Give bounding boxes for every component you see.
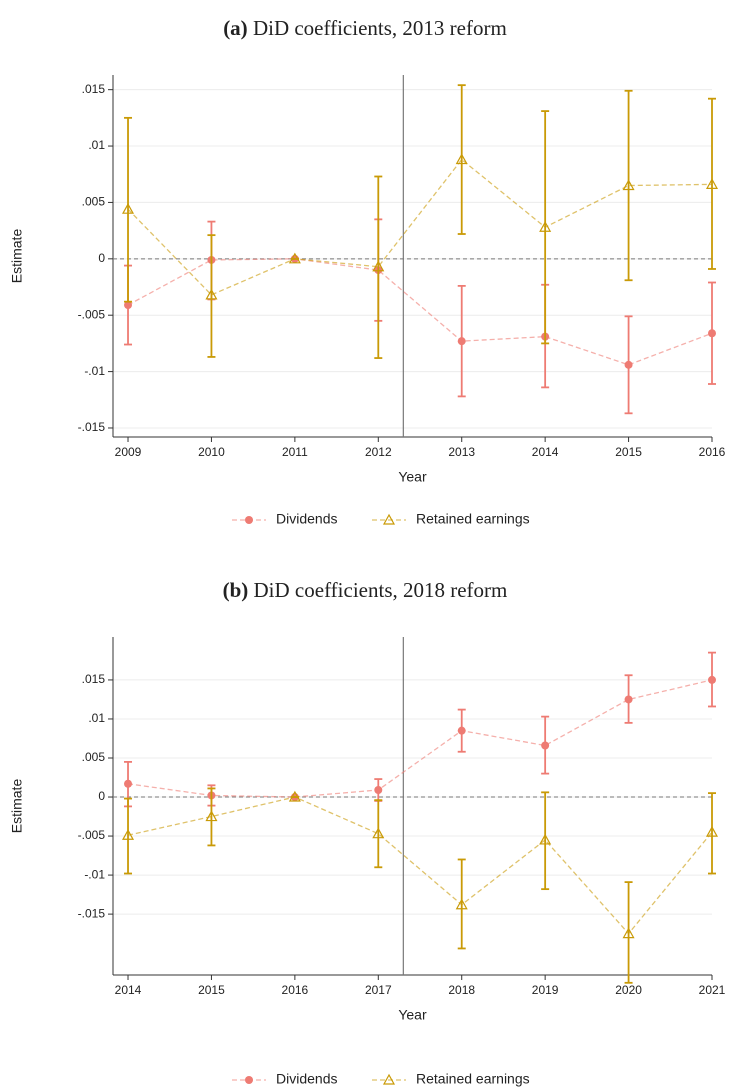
series-line [127,796,713,935]
error-bar [207,234,216,358]
error-bar [374,799,383,869]
y-tick-label: .005 [82,750,106,764]
panel-label: (b) [223,578,249,602]
error-bar [124,797,133,875]
point [622,927,635,939]
y-tick-label: .015 [82,82,106,96]
series-line [127,158,713,296]
y-tick-label: .015 [82,672,106,686]
panel-title: (b) DiD coefficients, 2018 reform [223,578,508,602]
error-bar [541,110,550,345]
x-tick-label: 2011 [282,445,308,459]
legend-marker [382,513,396,525]
legend-marker [245,1076,253,1084]
panel-title-text: DiD coefficients, 2018 reform [254,578,508,602]
x-tick-label: 2021 [699,983,726,997]
point [541,741,550,750]
x-tick-label: 2010 [198,445,225,459]
point [288,252,301,264]
x-axis-title: Year [398,469,427,485]
error-bar [624,89,633,282]
y-tick-label: -.005 [78,828,106,842]
x-tick-label: 2020 [615,983,642,997]
y-tick-label: .01 [88,711,105,725]
point [624,360,633,369]
x-tick-label: 2016 [282,983,309,997]
point [205,288,218,300]
point [121,829,135,840]
point [372,260,385,272]
point [624,695,633,704]
point [374,785,383,794]
point [288,790,301,802]
point [124,779,133,788]
error-bar [374,175,383,359]
y-tick-label: .005 [82,195,106,209]
x-tick-label: 2017 [365,983,392,997]
point [539,221,552,232]
error-bar [124,116,133,303]
y-tick-label: -.005 [78,307,106,321]
legend-label: Retained earnings [416,1071,530,1087]
point [539,833,552,845]
series-line [127,679,713,798]
error-bar [708,97,716,270]
y-tick-label: 0 [98,251,105,265]
legend-label: Dividends [276,511,337,527]
point [705,178,719,189]
x-tick-label: 2018 [448,983,475,997]
error-bar [624,881,633,984]
y-tick-label: .01 [88,138,105,152]
x-axis-title: Year [398,1007,427,1023]
y-tick-label: -.015 [78,420,106,434]
y-tick-label: -.01 [84,364,105,378]
point [124,301,133,310]
error-bar [457,858,466,950]
legend-marker [382,1073,396,1085]
y-tick-label: -.015 [78,906,106,920]
point [372,827,385,839]
y-tick-label: -.01 [84,867,105,881]
point [457,337,466,346]
x-tick-label: 2009 [115,445,142,459]
y-tick-label: 0 [98,789,105,803]
y-axis-title: Estimate [9,779,25,834]
point [205,810,218,822]
x-tick-label: 2015 [615,445,642,459]
error-bar [708,792,716,875]
point [705,825,719,837]
panel-label: (a) [223,16,248,40]
point [457,726,466,735]
point [622,179,635,191]
legend-label: Dividends [276,1071,337,1087]
panel-title: (a) DiD coefficients, 2013 reform [223,16,507,40]
point [455,153,468,165]
x-tick-label: 2019 [532,983,559,997]
x-tick-label: 2016 [699,445,726,459]
point [121,202,135,214]
x-tick-label: 2012 [365,445,392,459]
y-axis-title: Estimate [9,229,25,284]
error-bar [207,787,216,847]
legend-label: Retained earnings [416,511,530,527]
x-tick-label: 2013 [448,445,475,459]
error-bar [541,791,550,891]
x-tick-label: 2014 [532,445,559,459]
point [708,329,716,338]
x-tick-label: 2015 [198,983,225,997]
panel-title-text: DiD coefficients, 2013 reform [253,16,507,40]
point [455,898,468,910]
point [708,675,716,684]
x-tick-label: 2014 [115,983,142,997]
legend-marker [245,516,253,524]
series-line [127,258,713,366]
error-bar [457,84,466,235]
